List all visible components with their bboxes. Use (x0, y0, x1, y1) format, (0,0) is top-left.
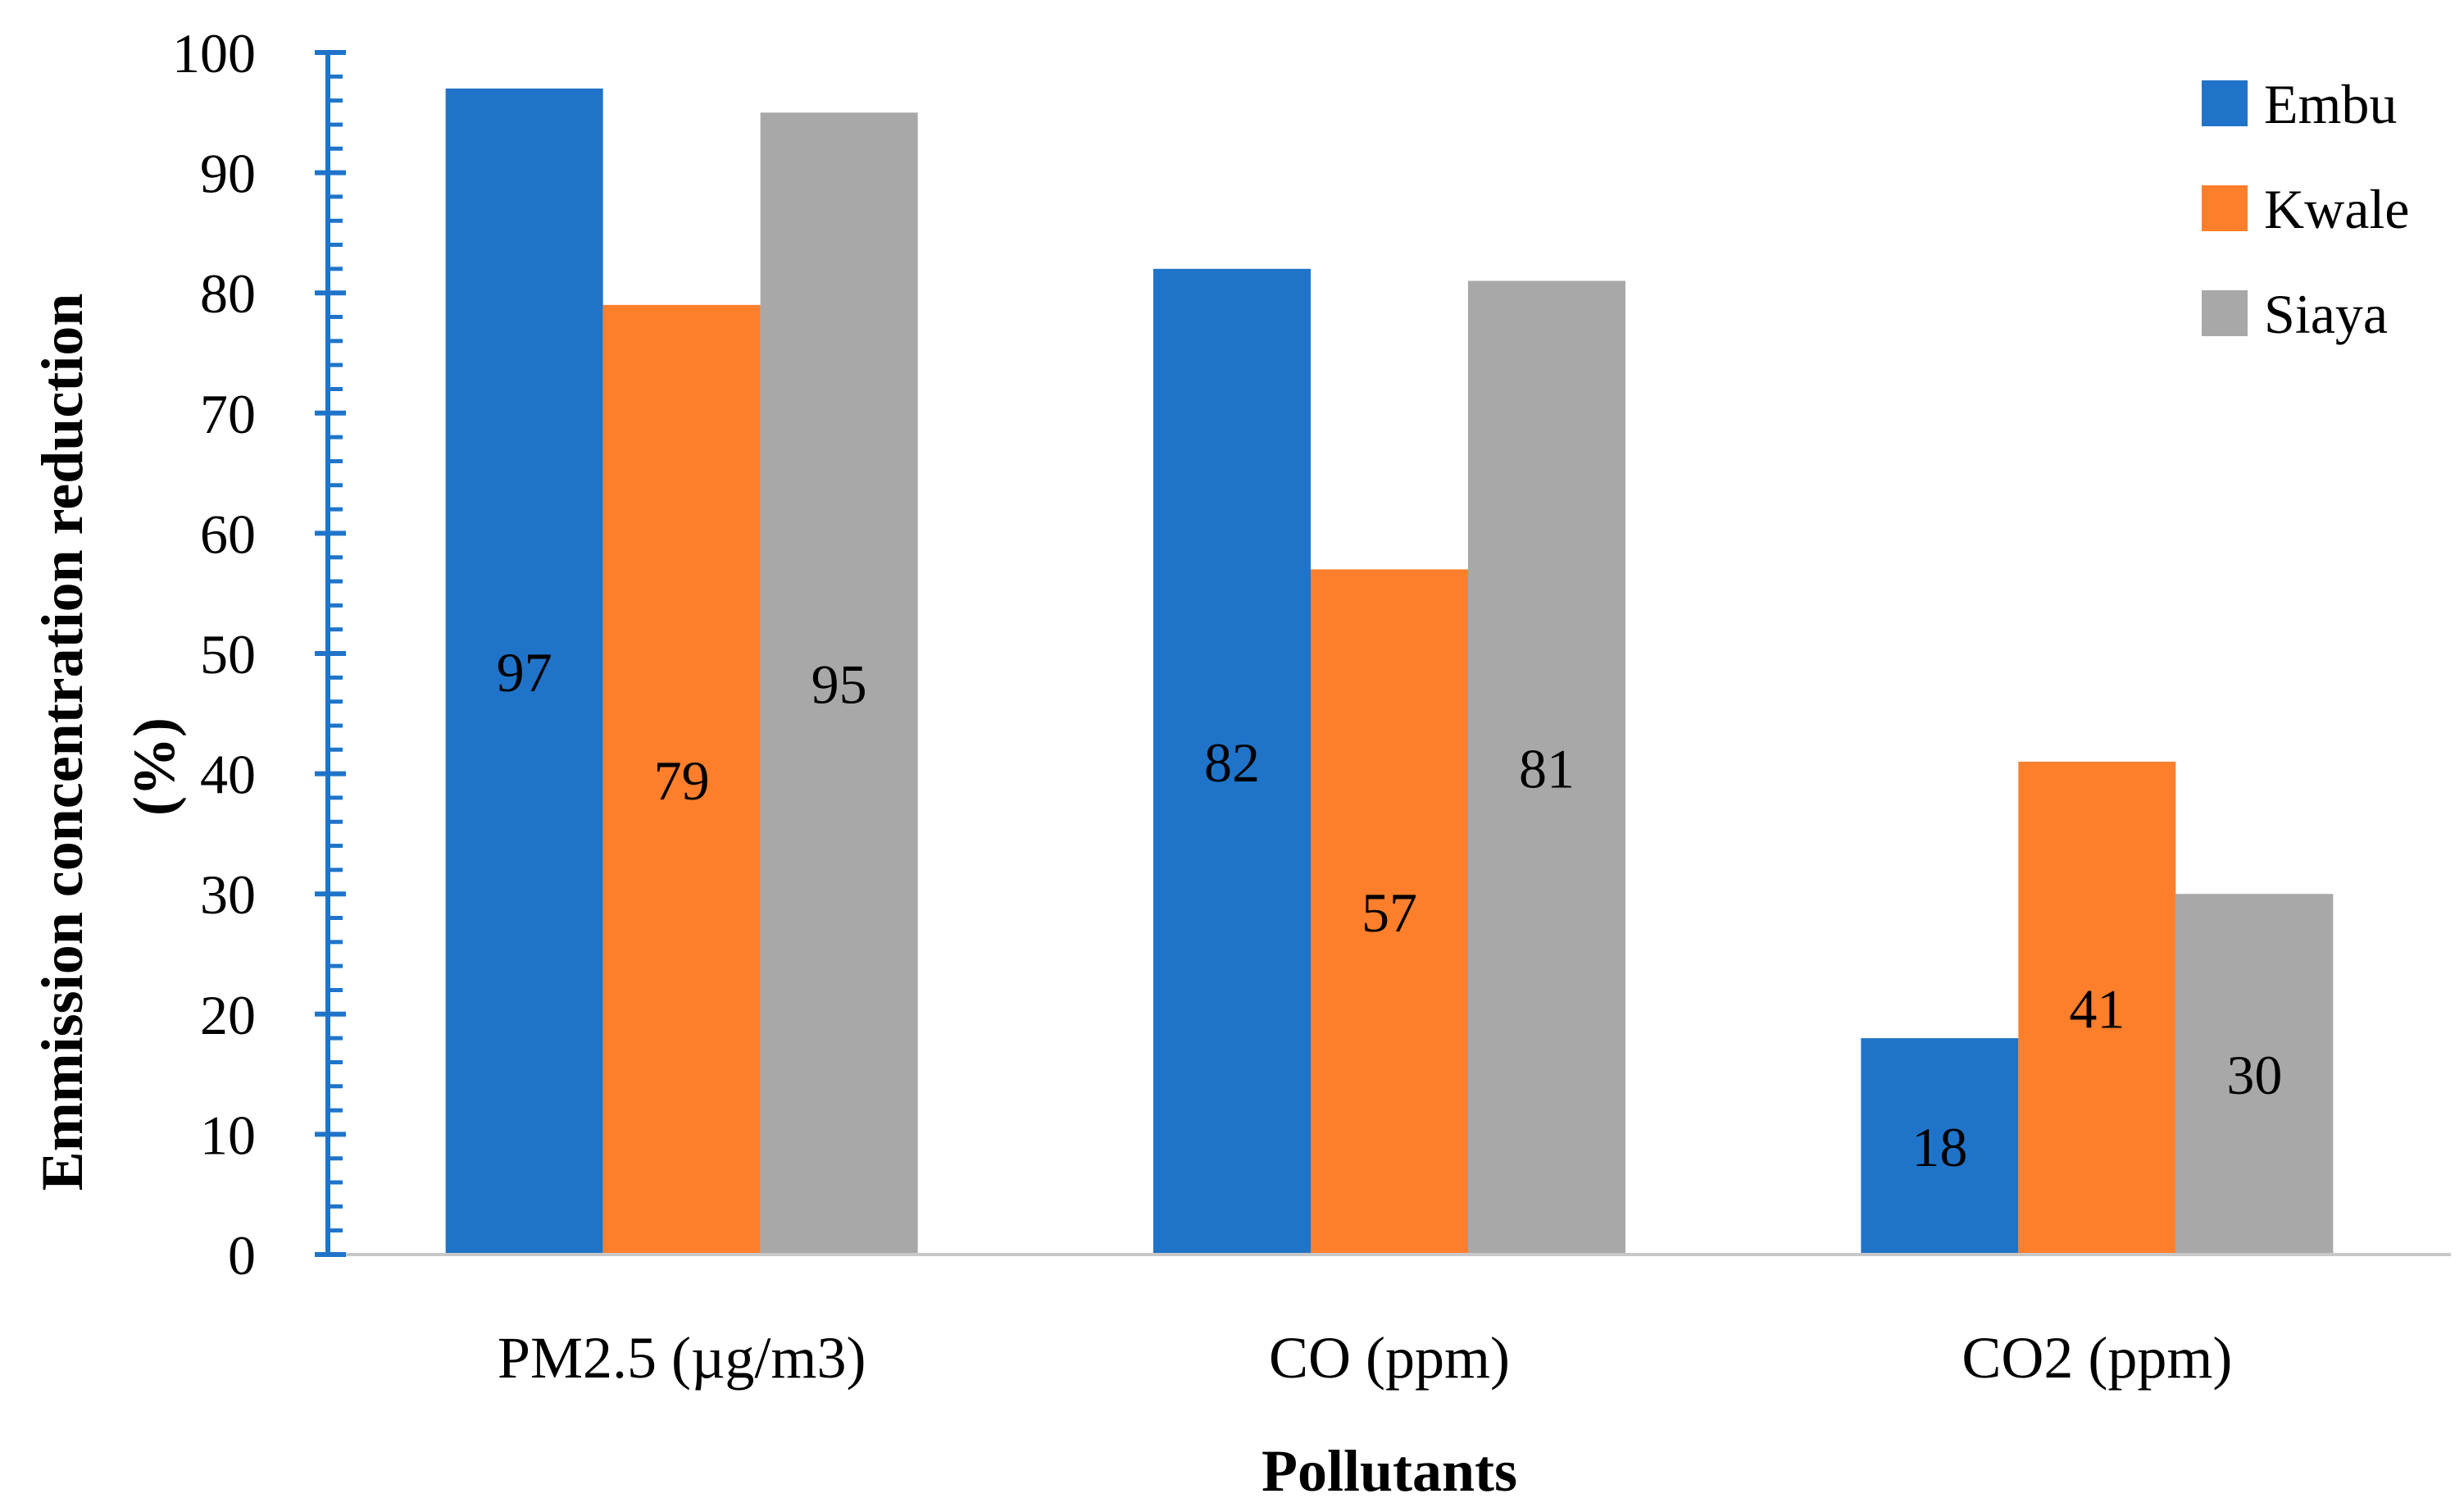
x-category-labels-group: PM2.5 (µg/m3) CO (ppm) CO2 (ppm) (498, 1325, 2232, 1391)
legend-label-kwale: Kwale (2264, 178, 2409, 240)
bar-kwale-1 (1311, 569, 1468, 1255)
y-tick-label-100: 100 (172, 22, 256, 84)
y-ticks-group (315, 50, 346, 1257)
y-tick-labels-group: 0 10 20 30 40 50 60 70 80 90 100 (172, 22, 256, 1287)
data-label-kwale-1: 57 (1362, 881, 1417, 944)
bars-group (445, 88, 2334, 1255)
bar-siaya-1 (1468, 280, 1625, 1255)
data-label-kwale-2: 41 (2069, 977, 2125, 1040)
bar-embu-1 (1153, 268, 1311, 1255)
legend-label-siaya: Siaya (2264, 283, 2388, 345)
y-tick-label-50: 50 (200, 623, 256, 685)
bar-embu-0 (445, 88, 603, 1255)
bar-embu-2 (1861, 1038, 2019, 1255)
data-labels-group: 97 79 95 82 57 81 18 41 30 (497, 641, 2283, 1178)
data-label-embu-2: 18 (1912, 1116, 1967, 1178)
y-tick-label-60: 60 (200, 503, 256, 565)
y-axis-title: Emmission concentration reduction (30, 294, 95, 1191)
y-tick-label-90: 90 (200, 143, 256, 205)
y-tick-label-40: 40 (200, 744, 256, 806)
data-label-siaya-0: 95 (811, 654, 867, 716)
x-category-label-0: PM2.5 (µg/m3) (498, 1325, 866, 1391)
y-tick-label-20: 20 (200, 984, 256, 1046)
data-label-embu-1: 82 (1204, 731, 1260, 794)
x-axis-title: Pollutants (1262, 1438, 1517, 1504)
data-label-embu-0: 97 (497, 641, 552, 704)
y-tick-label-80: 80 (200, 262, 256, 325)
data-label-siaya-1: 81 (1519, 737, 1575, 799)
x-category-label-2: CO2 (ppm) (1962, 1325, 2232, 1391)
y-tick-label-10: 10 (200, 1104, 256, 1166)
legend-swatch-kwale (2202, 185, 2248, 231)
y-tick-label-70: 70 (200, 383, 256, 445)
bar-kwale-2 (2018, 761, 2176, 1255)
data-label-siaya-2: 30 (2226, 1044, 2282, 1106)
legend: Embu Kwale Siaya (2202, 73, 2409, 345)
y-tick-label-0: 0 (228, 1224, 256, 1287)
legend-swatch-siaya (2202, 290, 2248, 336)
data-label-kwale-0: 79 (654, 749, 710, 812)
legend-label-embu: Embu (2264, 73, 2397, 135)
y-axis-title-unit: (%) (121, 717, 187, 816)
legend-swatch-embu (2202, 80, 2248, 126)
bar-kwale-0 (602, 304, 761, 1255)
y-tick-label-30: 30 (200, 863, 256, 926)
bar-siaya-0 (760, 112, 918, 1255)
x-category-label-1: CO (ppm) (1269, 1325, 1510, 1391)
bar-siaya-2 (2175, 894, 2334, 1255)
